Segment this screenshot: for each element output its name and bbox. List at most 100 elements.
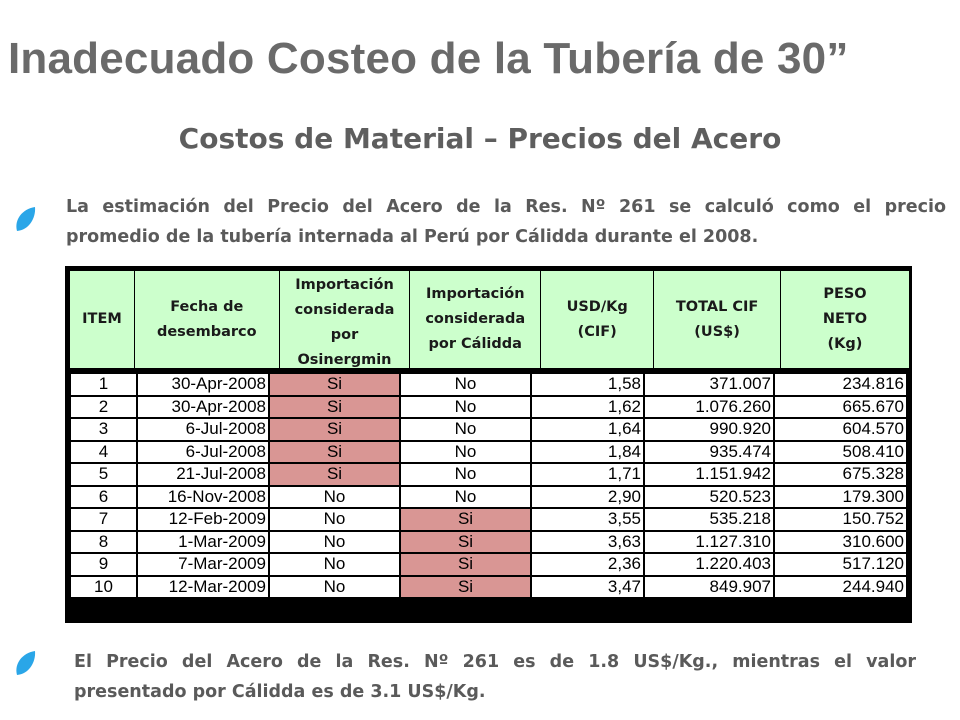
cell-total-cif: 371.007 <box>643 372 775 397</box>
table-row: 1 30-Apr-2008 Si No 1,58 371.007 234.816 <box>69 372 908 397</box>
cell-osinergmin: Si <box>268 417 401 442</box>
cell-peso-neto: 604.570 <box>773 417 908 442</box>
cell-usd-kg: 2,90 <box>530 484 645 509</box>
cell-item: 8 <box>69 529 138 554</box>
cell-fecha: 12-Mar-2009 <box>136 574 270 599</box>
table-body: 1 30-Apr-2008 Si No 1,58 371.007 234.816 2 30-Ap… <box>69 372 908 599</box>
header-fecha: Fecha de desembarco <box>133 270 280 369</box>
cell-peso-neto: 665.670 <box>773 394 908 419</box>
table-row: 9 7-Mar-2009 No Si 2,36 1.220.403 517.120 <box>69 552 908 577</box>
cell-osinergmin: Si <box>268 439 401 464</box>
table-row: 7 12-Feb-2009 No Si 3,55 535.218 150.752 <box>69 507 908 532</box>
cell-total-cif: 1.151.942 <box>643 462 775 487</box>
cell-item: 3 <box>69 417 138 442</box>
cell-usd-kg: 1,64 <box>530 417 645 442</box>
header-total-cif: TOTAL CIF (US$) <box>653 270 781 369</box>
table-row: 2 30-Apr-2008 Si No 1,62 1.076.260 665.670 <box>69 394 908 419</box>
cell-calidda: Si <box>399 507 532 532</box>
header-usd-kg: USD/Kg (CIF) <box>540 270 655 369</box>
cell-osinergmin: No <box>268 529 401 554</box>
cell-osinergmin: Si <box>268 394 401 419</box>
table-row: 5 21-Jul-2008 Si No 1,71 1.151.942 675.328 <box>69 462 908 487</box>
cell-total-cif: 535.218 <box>643 507 775 532</box>
header-peso-neto: PESO NETO (Kg) <box>779 270 911 369</box>
slide-title: Inadecuado Costeo de la Tubería de 30” <box>8 34 849 83</box>
cell-usd-kg: 1,84 <box>530 439 645 464</box>
cell-fecha: 30-Apr-2008 <box>136 372 270 397</box>
cell-total-cif: 1.127.310 <box>643 529 775 554</box>
cell-osinergmin: No <box>268 552 401 577</box>
cell-item: 1 <box>69 372 138 397</box>
intro-paragraph: La estimación del Precio del Acero de la… <box>66 192 946 252</box>
cell-peso-neto: 244.940 <box>773 574 908 599</box>
cell-total-cif: 935.474 <box>643 439 775 464</box>
cell-calidda: Si <box>399 529 532 554</box>
cell-calidda: No <box>399 417 532 442</box>
table-row: 6 16-Nov-2008 No No 2,90 520.523 179.300 <box>69 484 908 509</box>
conclusion-line-1: El Precio del Acero de la Res. Nº 261 es… <box>74 652 916 672</box>
cell-fecha: 6-Jul-2008 <box>136 439 270 464</box>
cell-usd-kg: 3,55 <box>530 507 645 532</box>
cell-total-cif: 520.523 <box>643 484 775 509</box>
cell-calidda: No <box>399 462 532 487</box>
cell-item: 10 <box>69 574 138 599</box>
cell-osinergmin: No <box>268 574 401 599</box>
cell-fecha: 6-Jul-2008 <box>136 417 270 442</box>
header-item: ITEM <box>69 270 135 369</box>
cell-total-cif: 1.220.403 <box>643 552 775 577</box>
cell-osinergmin: Si <box>268 372 401 397</box>
cell-total-cif: 849.907 <box>643 574 775 599</box>
intro-line-2: promedio de la tubería internada al Perú… <box>66 227 759 247</box>
steel-price-table: ITEM Fecha de desembarco Importación con… <box>65 266 912 623</box>
cell-calidda: No <box>399 439 532 464</box>
cell-fecha: 1-Mar-2009 <box>136 529 270 554</box>
cell-fecha: 30-Apr-2008 <box>136 394 270 419</box>
table-header: ITEM Fecha de desembarco Importación con… <box>69 270 911 369</box>
table-row: 3 6-Jul-2008 Si No 1,64 990.920 604.570 <box>69 417 908 442</box>
cell-fecha: 12-Feb-2009 <box>136 507 270 532</box>
conclusion-paragraph: El Precio del Acero de la Res. Nº 261 es… <box>74 647 916 707</box>
cell-calidda: Si <box>399 574 532 599</box>
cell-peso-neto: 310.600 <box>773 529 908 554</box>
header-calidda: Importación considerada por Cálidda <box>409 270 542 369</box>
cell-usd-kg: 1,62 <box>530 394 645 419</box>
cell-peso-neto: 508.410 <box>773 439 908 464</box>
slide-subtitle: Costos de Material – Precios del Acero <box>178 122 782 155</box>
cell-item: 9 <box>69 552 138 577</box>
leaf-bullet-icon <box>16 651 36 675</box>
leaf-bullet-icon <box>16 207 36 231</box>
cell-osinergmin: No <box>268 507 401 532</box>
cell-usd-kg: 2,36 <box>530 552 645 577</box>
cell-fecha: 21-Jul-2008 <box>136 462 270 487</box>
cell-fecha: 7-Mar-2009 <box>136 552 270 577</box>
cell-peso-neto: 179.300 <box>773 484 908 509</box>
intro-line-1: La estimación del Precio del Acero de la… <box>66 197 946 217</box>
cell-usd-kg: 3,47 <box>530 574 645 599</box>
cell-usd-kg: 3,63 <box>530 529 645 554</box>
conclusion-line-2: presentado por Cálidda es de 3.1 US$/Kg. <box>74 682 486 702</box>
cell-peso-neto: 675.328 <box>773 462 908 487</box>
cell-fecha: 16-Nov-2008 <box>136 484 270 509</box>
cell-osinergmin: Si <box>268 462 401 487</box>
cell-calidda: No <box>399 394 532 419</box>
table-row: 10 12-Mar-2009 No Si 3,47 849.907 244.940 <box>69 574 908 599</box>
header-osinergmin: Importación considerada por Osinergmin <box>278 270 411 369</box>
cell-item: 4 <box>69 439 138 464</box>
cell-peso-neto: 150.752 <box>773 507 908 532</box>
cell-total-cif: 990.920 <box>643 417 775 442</box>
cell-item: 2 <box>69 394 138 419</box>
cell-item: 6 <box>69 484 138 509</box>
cell-item: 5 <box>69 462 138 487</box>
cell-total-cif: 1.076.260 <box>643 394 775 419</box>
cell-peso-neto: 234.816 <box>773 372 908 397</box>
cell-item: 7 <box>69 507 138 532</box>
cell-calidda: No <box>399 372 532 397</box>
cell-usd-kg: 1,58 <box>530 372 645 397</box>
cell-calidda: Si <box>399 552 532 577</box>
cell-osinergmin: No <box>268 484 401 509</box>
cell-peso-neto: 517.120 <box>773 552 908 577</box>
table-row: 4 6-Jul-2008 Si No 1,84 935.474 508.410 <box>69 439 908 464</box>
cell-usd-kg: 1,71 <box>530 462 645 487</box>
cell-calidda: No <box>399 484 532 509</box>
table-row: 8 1-Mar-2009 No Si 3,63 1.127.310 310.600 <box>69 529 908 554</box>
